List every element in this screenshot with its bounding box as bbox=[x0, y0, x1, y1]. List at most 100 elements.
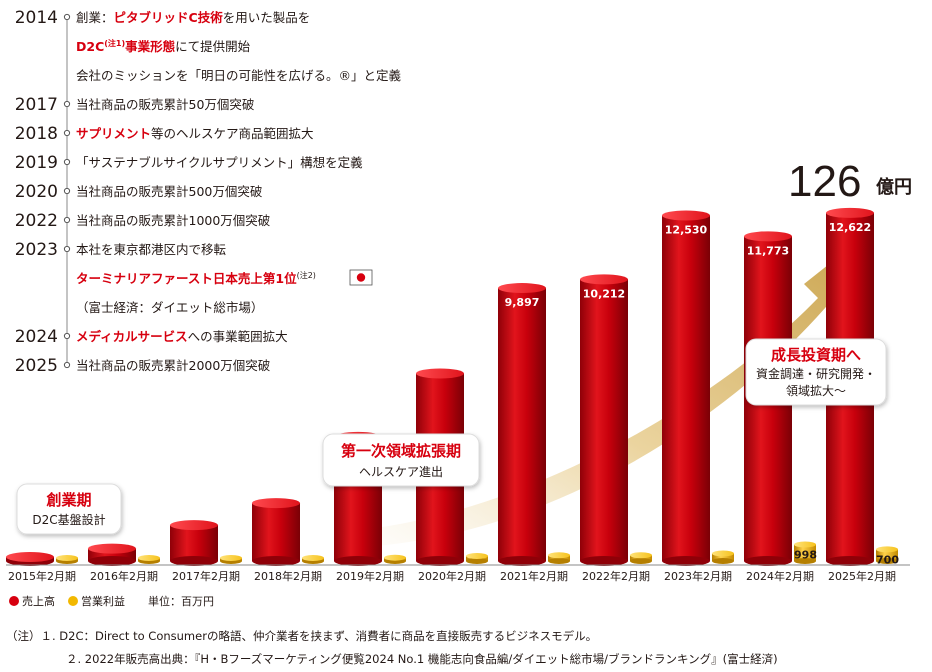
timeline-event: サプリメント等のヘルスケア商品範囲拡大 bbox=[76, 126, 314, 141]
timeline-event: （富士経済：ダイエット総市場） bbox=[76, 300, 263, 315]
sales-bar-base bbox=[662, 556, 710, 566]
profit-bar-base bbox=[548, 558, 570, 564]
sales-bar-base bbox=[826, 556, 874, 566]
sales-bar-base bbox=[580, 556, 628, 566]
phase-sub-expansion: ヘルスケア進出 bbox=[359, 465, 443, 479]
timeline-year: 2024 bbox=[15, 327, 58, 347]
sales-bar-base bbox=[744, 556, 792, 566]
sales-bar-top bbox=[252, 498, 300, 509]
timeline-year: 2014 bbox=[15, 8, 58, 28]
timeline-event-text: 「サステナブルサイクルサプリメント」構想を定義 bbox=[76, 155, 363, 170]
timeline-year: 2020 bbox=[15, 182, 58, 202]
profit-bar-base bbox=[712, 558, 734, 564]
timeline-dot bbox=[63, 216, 71, 224]
legend-profit-label: 営業利益 bbox=[81, 594, 125, 608]
timeline-event-text: 当社商品の販売累計50万個突破 bbox=[76, 97, 254, 112]
history-timeline: 2014 創業：ピタブリッドC技術を用いた製品を D2C(注1)事業形態にて提供開始… bbox=[15, 8, 402, 376]
sales-bar-top bbox=[580, 274, 628, 285]
sales-bar-top bbox=[826, 207, 874, 218]
timeline-event-text: 当社商品の販売累計2000万個突破 bbox=[76, 358, 270, 373]
timeline-dot bbox=[63, 100, 71, 108]
sales-bar bbox=[252, 503, 300, 561]
sales-bar-top bbox=[498, 283, 546, 294]
x-axis-labels: 2015年2月期 2016年2月期 2017年2月期 2018年2月期 2019年2月期… bbox=[8, 569, 896, 583]
x-tick-label: 2015年2月期 bbox=[8, 569, 76, 583]
footnote-1: （注）１. D2C：Direct to Consumerの略語、仲介業者を挟まず… bbox=[6, 629, 597, 643]
legend-profit-swatch bbox=[68, 596, 78, 606]
timeline-dot bbox=[63, 13, 71, 21]
legend-sales-label: 売上高 bbox=[22, 594, 55, 608]
sales-value-label: 12,530 bbox=[665, 223, 708, 236]
timeline-event-text: 会社のミッションを「明日の可能性を広げる。®」と定義 bbox=[76, 68, 402, 83]
profit-value-label: 998 bbox=[794, 548, 817, 561]
x-tick-label: 2022年2月期 bbox=[582, 569, 650, 583]
timeline-dot bbox=[63, 187, 71, 195]
sales-bar bbox=[498, 288, 546, 561]
profit-bar-base bbox=[630, 558, 652, 564]
sales-bar-top bbox=[662, 210, 710, 221]
timeline-event-text: メディカルサービス bbox=[76, 329, 188, 344]
sales-bar-top bbox=[416, 368, 464, 379]
profit-bar-top bbox=[548, 552, 570, 559]
timeline-event-text: ピタブリッドC技術 bbox=[114, 10, 224, 25]
timeline-year: 2023 bbox=[15, 240, 58, 260]
timeline-event-text: D2C bbox=[76, 39, 104, 54]
timeline-event: 当社商品の販売累計2000万個突破 bbox=[76, 358, 270, 373]
timeline-year: 2025 bbox=[15, 356, 58, 376]
legend-unit-label: 単位：百万円 bbox=[148, 594, 214, 608]
timeline-year: 2019 bbox=[15, 153, 58, 173]
footnote-2: ２. 2022年販売高出典：『H・Bフーズマーケティング便覧2024 No.1 … bbox=[66, 652, 778, 666]
profit-bar-top bbox=[138, 555, 160, 561]
timeline-event-text: 事業形態 bbox=[125, 39, 176, 54]
timeline-event-text: 等のヘルスケア商品範囲拡大 bbox=[151, 126, 314, 141]
sales-bar-base bbox=[334, 556, 382, 566]
timeline-event-text: を用いた製品を bbox=[223, 10, 311, 25]
profit-bar-base bbox=[466, 558, 488, 564]
profit-bar-base bbox=[794, 558, 816, 564]
phase-title-growth: 成長投資期へ bbox=[771, 346, 861, 364]
profit-bar-top bbox=[302, 555, 324, 561]
timeline-year: 2017 bbox=[15, 95, 58, 115]
profit-bar-base bbox=[876, 558, 898, 564]
sales-bar bbox=[170, 525, 218, 561]
timeline-dot bbox=[63, 332, 71, 340]
x-tick-label: 2021年2月期 bbox=[500, 569, 568, 583]
phase-box-founding bbox=[16, 483, 122, 535]
x-tick-label: 2018年2月期 bbox=[254, 569, 322, 583]
sales-bar-top bbox=[88, 543, 136, 554]
profit-bar-top bbox=[466, 553, 488, 560]
highlight-total: 126 億円 bbox=[788, 157, 912, 206]
phase-sub-growth-1: 資金調達・研究開発・ bbox=[756, 366, 876, 381]
timeline-event-text: 当社商品の販売累計500万個突破 bbox=[76, 184, 262, 199]
x-tick-label: 2019年2月期 bbox=[336, 569, 404, 583]
highlight-value: 126 bbox=[788, 157, 861, 206]
sales-bar-base bbox=[252, 556, 300, 566]
timeline-event-text: 創業： bbox=[76, 10, 114, 25]
profit-bar-top bbox=[56, 555, 78, 561]
profit-bar-top bbox=[220, 555, 242, 561]
phase-title-expansion: 第一次領域拡張期 bbox=[341, 442, 461, 460]
x-tick-label: 2020年2月期 bbox=[418, 569, 486, 583]
sales-bar-base bbox=[170, 556, 218, 566]
timeline-event: 当社商品の販売累計1000万個突破 bbox=[76, 213, 270, 228]
sales-bar-top bbox=[744, 231, 792, 242]
highlight-unit: 億円 bbox=[876, 176, 912, 198]
sales-bar-top bbox=[6, 552, 54, 562]
timeline-dot bbox=[63, 158, 71, 166]
x-tick-label: 2025年2月期 bbox=[828, 569, 896, 583]
profit-bar bbox=[712, 553, 734, 561]
timeline-year: 2018 bbox=[15, 124, 58, 144]
phase-sub-growth-2: 領域拡大～ bbox=[786, 383, 846, 398]
timeline-event-text: サプリメント bbox=[76, 126, 151, 141]
x-tick-label: 2017年2月期 bbox=[172, 569, 240, 583]
sales-bar-base bbox=[498, 556, 546, 566]
timeline-event: 会社のミッションを「明日の可能性を広げる。®」と定義 bbox=[76, 68, 402, 83]
timeline-event: ターミナリアファースト日本売上第1位(注2) bbox=[76, 270, 316, 286]
timeline-event-text: 当社商品の販売累計1000万個突破 bbox=[76, 213, 270, 228]
sales-bar-base bbox=[416, 556, 464, 566]
phase-title-founding: 創業期 bbox=[45, 491, 91, 509]
legend: 売上高 営業利益 単位：百万円 bbox=[9, 594, 214, 608]
timeline-event-text: ターミナリアファースト日本売上第1位 bbox=[76, 271, 297, 286]
profit-bar bbox=[876, 549, 898, 561]
profit-bar-top bbox=[876, 546, 898, 553]
